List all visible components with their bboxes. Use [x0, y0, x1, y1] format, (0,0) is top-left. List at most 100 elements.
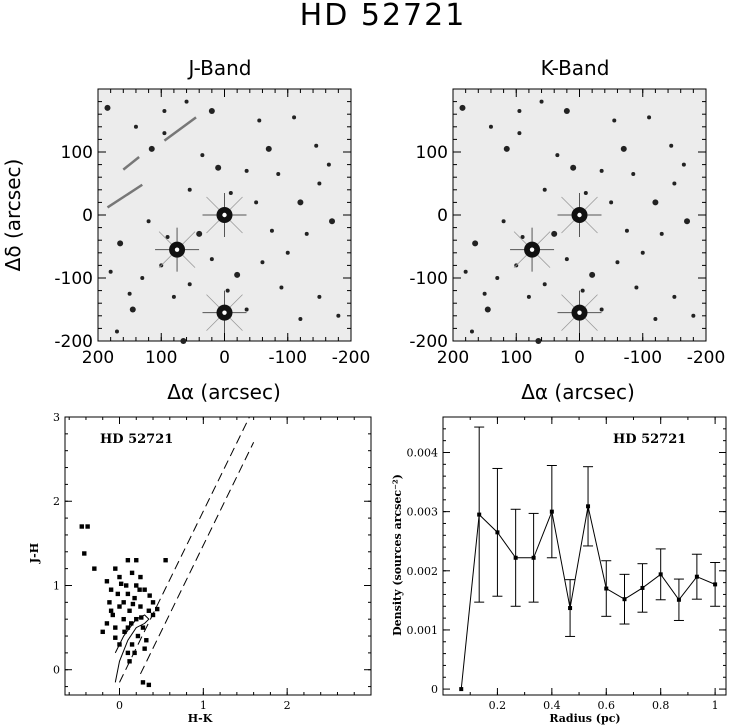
star: [681, 162, 686, 167]
data-point: [132, 650, 137, 656]
bright-star: [510, 227, 555, 272]
data-point: [163, 558, 168, 563]
color-color-diagram: 0 1 2 0 1 2 3 HD 52721 H-K J-H: [28, 411, 372, 725]
data-point: [121, 600, 126, 605]
star: [208, 108, 215, 115]
star: [265, 145, 272, 152]
x-tick-label: 0.2: [489, 699, 507, 712]
star: [652, 199, 659, 206]
data-point: [604, 586, 609, 591]
star: [162, 109, 167, 114]
star: [495, 276, 500, 280]
data-point: [142, 587, 147, 592]
y-tick-label: -200: [409, 332, 448, 352]
star: [225, 288, 230, 293]
data-point: [118, 581, 124, 586]
star: [463, 269, 468, 274]
x-tick-label: 1: [200, 699, 207, 712]
star: [459, 104, 466, 111]
k-band-xlabel: Δα (arcsec): [521, 380, 635, 404]
data-point: [125, 625, 131, 630]
star: [551, 230, 558, 237]
x-tick-label: 0: [219, 348, 230, 368]
data-point: [568, 606, 573, 611]
reddening-line: [140, 442, 255, 675]
star: [104, 104, 111, 111]
star: [555, 153, 560, 158]
star: [234, 271, 241, 278]
reddening-line: [119, 416, 250, 683]
rd-xlabel: Radius (pc): [549, 712, 620, 725]
data-point: [127, 659, 132, 664]
y-tick-label: -100: [54, 269, 93, 289]
star: [215, 164, 222, 171]
data-point: [110, 612, 115, 618]
star: [133, 124, 138, 129]
data-point: [127, 608, 132, 613]
data-point: [640, 585, 645, 590]
data-point: [121, 616, 126, 622]
star: [244, 307, 249, 312]
star: [564, 257, 569, 262]
data-point: [140, 625, 146, 630]
star: [329, 218, 336, 225]
data-point: [140, 680, 146, 685]
star: [469, 329, 474, 334]
satellite-streak: [163, 116, 197, 142]
star: [196, 230, 203, 237]
data-point: [92, 566, 97, 571]
y-tick-label: 0.003: [407, 506, 439, 519]
star: [631, 172, 636, 177]
data-point: [134, 558, 139, 563]
data-point: [125, 650, 131, 656]
data-point: [104, 621, 110, 626]
data-point: [135, 633, 141, 639]
star: [292, 115, 297, 120]
star: [114, 329, 119, 334]
star: [501, 219, 506, 224]
data-point: [82, 551, 87, 556]
star: [276, 172, 281, 177]
star: [624, 228, 629, 233]
star: [517, 109, 522, 114]
star: [298, 316, 303, 321]
star: [589, 271, 596, 278]
y-tick-label: -200: [54, 332, 93, 352]
star: [317, 294, 322, 299]
data-point: [79, 524, 84, 529]
cc-panel-label: HD 52721: [100, 432, 173, 447]
data-point: [85, 524, 90, 529]
star: [615, 260, 620, 265]
y-tick-label: 2: [53, 495, 60, 508]
star: [297, 199, 304, 206]
star: [162, 131, 167, 136]
y-tick-label: 3: [53, 411, 60, 424]
x-tick-label: 0: [574, 348, 585, 368]
data-point: [155, 606, 160, 612]
star: [542, 282, 547, 287]
data-point: [117, 642, 122, 647]
data-point: [107, 600, 112, 605]
star: [200, 153, 205, 158]
data-point: [459, 687, 464, 692]
star: [484, 306, 491, 313]
star: [127, 291, 132, 296]
data-point: [124, 583, 129, 588]
star: [539, 99, 544, 104]
star: [488, 124, 493, 129]
data-point: [477, 512, 482, 517]
star: [599, 168, 604, 173]
y-tick-label: 0.001: [407, 624, 439, 637]
data-point: [125, 558, 131, 563]
cc-ylabel: J-H: [28, 543, 41, 564]
data-point: [694, 574, 699, 579]
x-tick-label: 0: [116, 699, 123, 712]
j-band-image-panel: J-Band 200 100 0 -100 -200 -200 -100 0 100 Δα (a…: [1, 56, 370, 404]
x-tick-label: 0.8: [652, 699, 670, 712]
star: [326, 162, 331, 167]
star: [563, 108, 570, 115]
k-band-image-panel: K-Band 200 100 0 -100 -200 -200 -100 0 100 Δα (a…: [409, 56, 725, 404]
star: [180, 338, 187, 344]
star: [612, 118, 617, 123]
data-point: [130, 601, 136, 607]
